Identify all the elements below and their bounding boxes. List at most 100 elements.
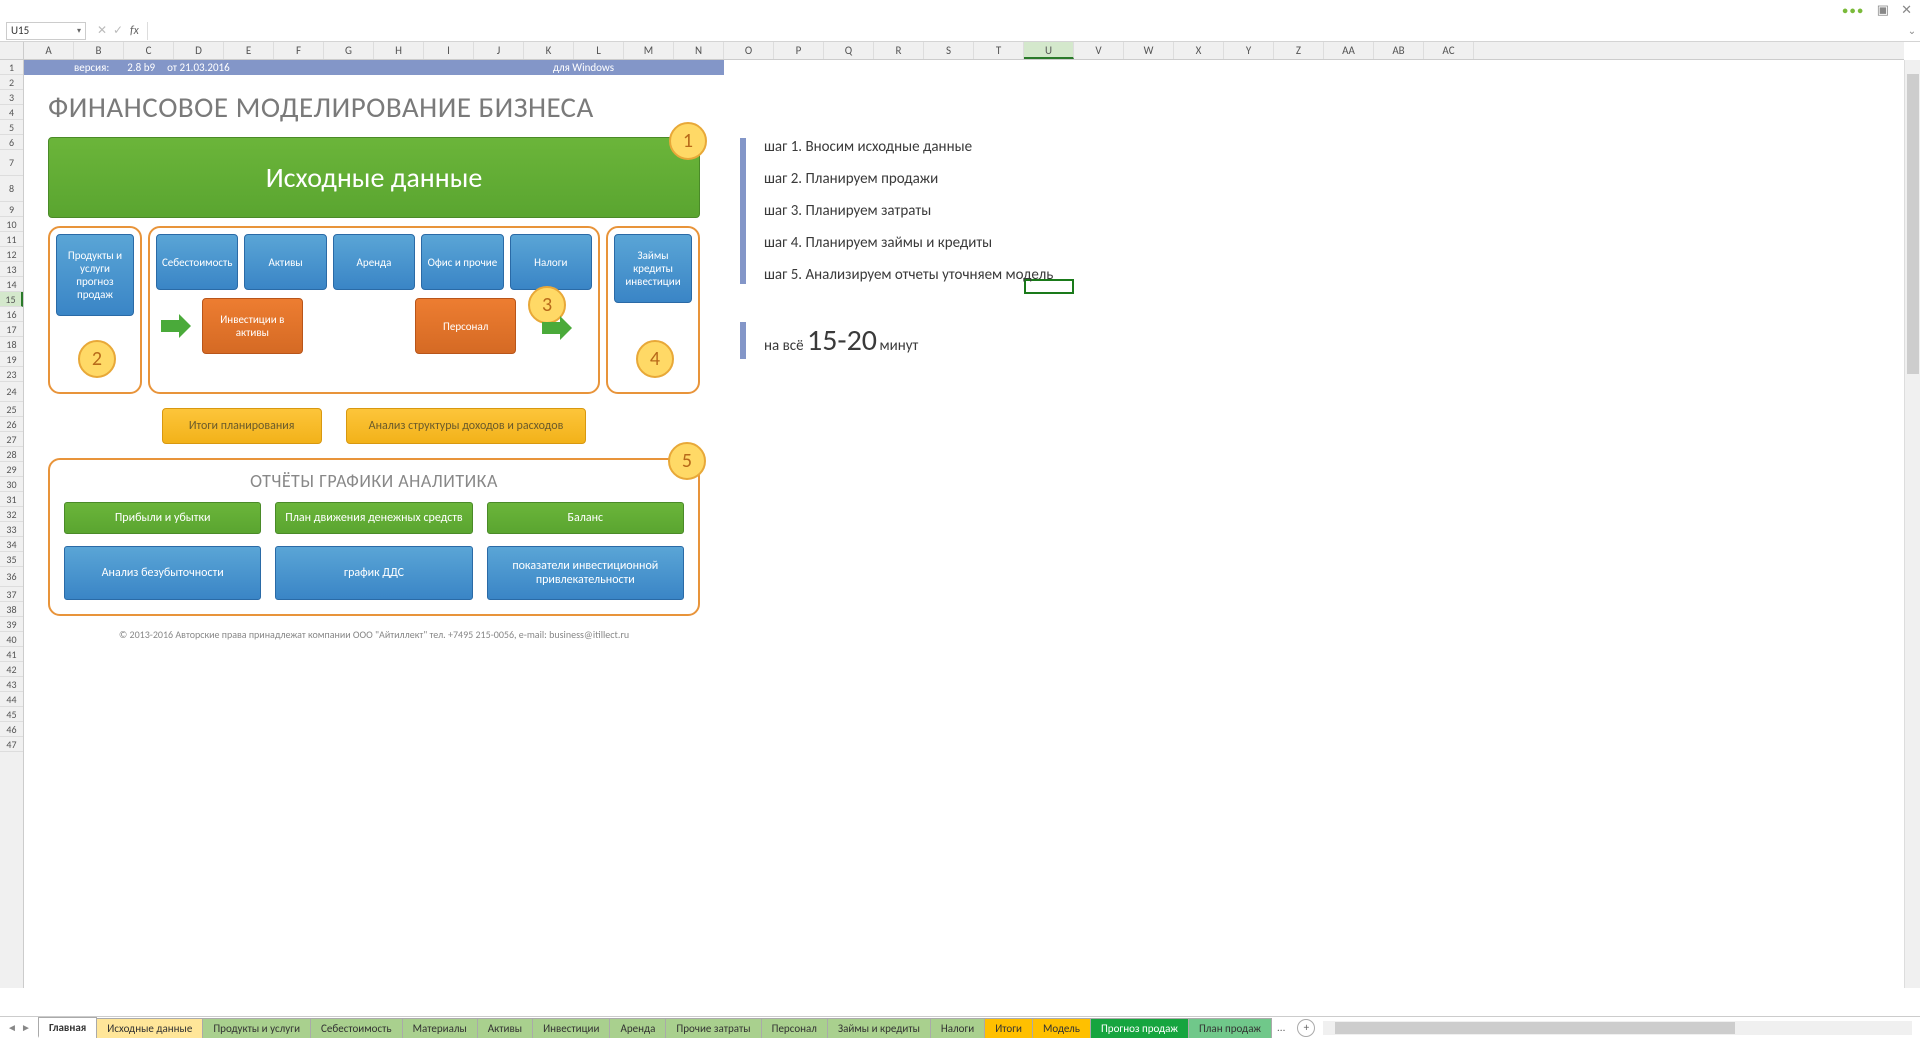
row-header[interactable]: 12 [0,247,23,262]
sheet-tab[interactable]: Главная [38,1017,97,1038]
select-all-corner[interactable] [0,42,24,60]
tax-button[interactable]: Налоги [510,234,592,290]
sheet-tab[interactable]: Инвестиции [532,1018,610,1038]
row-header[interactable]: 7 [0,150,23,176]
source-data-header[interactable]: Исходные данные 1 [48,137,700,218]
row-header[interactable]: 11 [0,232,23,247]
column-header[interactable]: Y [1224,42,1274,59]
column-header[interactable]: T [974,42,1024,59]
horizontal-scrollbar[interactable] [1323,1021,1912,1035]
sheet-tab[interactable]: План продаж [1188,1018,1272,1038]
row-header[interactable]: 45 [0,707,23,722]
column-header[interactable]: A [24,42,74,59]
row-header[interactable]: 13 [0,262,23,277]
row-header[interactable]: 25 [0,402,23,417]
column-header[interactable]: J [474,42,524,59]
sheet-tab[interactable]: Налоги [930,1018,985,1038]
row-header[interactable]: 38 [0,602,23,617]
row-header[interactable]: 30 [0,477,23,492]
grid[interactable]: версия: 2.8 b9 от 21.03.2016 для Windows… [24,60,1904,988]
column-header[interactable]: E [224,42,274,59]
row-header[interactable]: 37 [0,587,23,602]
balance-button[interactable]: Баланс [487,502,684,534]
row-header[interactable]: 14 [0,277,23,292]
column-header[interactable]: N [674,42,724,59]
rent-button[interactable]: Аренда [333,234,415,290]
sheet-tab[interactable]: Материалы [402,1018,478,1038]
sheet-tab[interactable]: Персонал [761,1018,828,1038]
row-header[interactable]: 44 [0,692,23,707]
column-header[interactable]: P [774,42,824,59]
sheet-tab[interactable]: Исходные данные [96,1018,203,1038]
tab-more[interactable]: ... [1271,1021,1291,1034]
dds-chart-button[interactable]: график ДДС [275,546,472,600]
row-header[interactable]: 10 [0,217,23,232]
column-header[interactable]: O [724,42,774,59]
cancel-formula-icon[interactable]: ✕ [94,23,110,38]
row-header[interactable]: 19 [0,352,23,367]
name-box[interactable]: U15 ▾ [6,22,86,40]
row-header[interactable]: 34 [0,537,23,552]
row-header[interactable]: 39 [0,617,23,632]
menu-dots-icon[interactable]: ••• [1842,4,1864,17]
column-header[interactable]: H [374,42,424,59]
sheet-tab[interactable]: Прогноз продаж [1090,1018,1189,1038]
row-header[interactable]: 24 [0,382,23,402]
row-header[interactable]: 41 [0,647,23,662]
column-header[interactable]: S [924,42,974,59]
row-header[interactable]: 17 [0,322,23,337]
row-header[interactable]: 47 [0,737,23,752]
row-header[interactable]: 31 [0,492,23,507]
row-header[interactable]: 8 [0,176,23,202]
expand-formula-icon[interactable]: ⌄ [1904,24,1920,37]
column-header[interactable]: X [1174,42,1224,59]
cashflow-button[interactable]: План движения денежных средств [275,502,472,534]
add-sheet-button[interactable]: + [1297,1019,1315,1037]
sheet-tab[interactable]: Аренда [609,1018,666,1038]
column-header[interactable]: I [424,42,474,59]
column-header[interactable]: U [1024,42,1074,59]
row-header[interactable]: 2 [0,75,23,90]
breakeven-button[interactable]: Анализ безубыточности [64,546,261,600]
row-header[interactable]: 15 [0,292,23,307]
row-header[interactable]: 18 [0,337,23,352]
row-header[interactable]: 32 [0,507,23,522]
column-header[interactable]: R [874,42,924,59]
row-header[interactable]: 5 [0,120,23,135]
loans-button[interactable]: Займы кредиты инвестиции [614,234,692,303]
sheet-tab[interactable]: Итоги [984,1018,1033,1038]
column-header[interactable]: G [324,42,374,59]
column-header[interactable]: B [74,42,124,59]
column-header[interactable]: M [624,42,674,59]
row-header[interactable]: 42 [0,662,23,677]
row-header[interactable]: 16 [0,307,23,322]
column-header[interactable]: AC [1424,42,1474,59]
tab-next-icon[interactable]: ► [20,1021,32,1034]
products-button[interactable]: Продукты и услуги прогноз продаж [56,234,134,316]
chevron-down-icon[interactable]: ▾ [77,26,81,36]
accept-formula-icon[interactable]: ✓ [110,23,126,38]
row-header[interactable]: 4 [0,105,23,120]
office-button[interactable]: Офис и прочие [421,234,503,290]
column-header[interactable]: D [174,42,224,59]
close-icon[interactable]: ✕ [1901,3,1912,18]
investment-button[interactable]: показатели инвестиционной привлекательно… [487,546,684,600]
row-header[interactable]: 9 [0,202,23,217]
pl-button[interactable]: Прибыли и убытки [64,502,261,534]
row-header[interactable]: 36 [0,567,23,587]
tab-prev-icon[interactable]: ◄ [6,1021,18,1034]
staff-button[interactable]: Персонал [415,298,516,354]
row-header[interactable]: 29 [0,462,23,477]
column-header[interactable]: V [1074,42,1124,59]
row-header[interactable]: 35 [0,552,23,567]
row-header[interactable]: 26 [0,417,23,432]
column-header[interactable]: AB [1374,42,1424,59]
row-header[interactable]: 40 [0,632,23,647]
scroll-thumb[interactable] [1335,1022,1735,1034]
row-header[interactable]: 43 [0,677,23,692]
row-header[interactable]: 23 [0,367,23,382]
vertical-scrollbar[interactable] [1904,60,1920,988]
column-header[interactable]: F [274,42,324,59]
sheet-tab[interactable]: Займы и кредиты [827,1018,931,1038]
restore-icon[interactable]: ▣ [1877,3,1889,18]
